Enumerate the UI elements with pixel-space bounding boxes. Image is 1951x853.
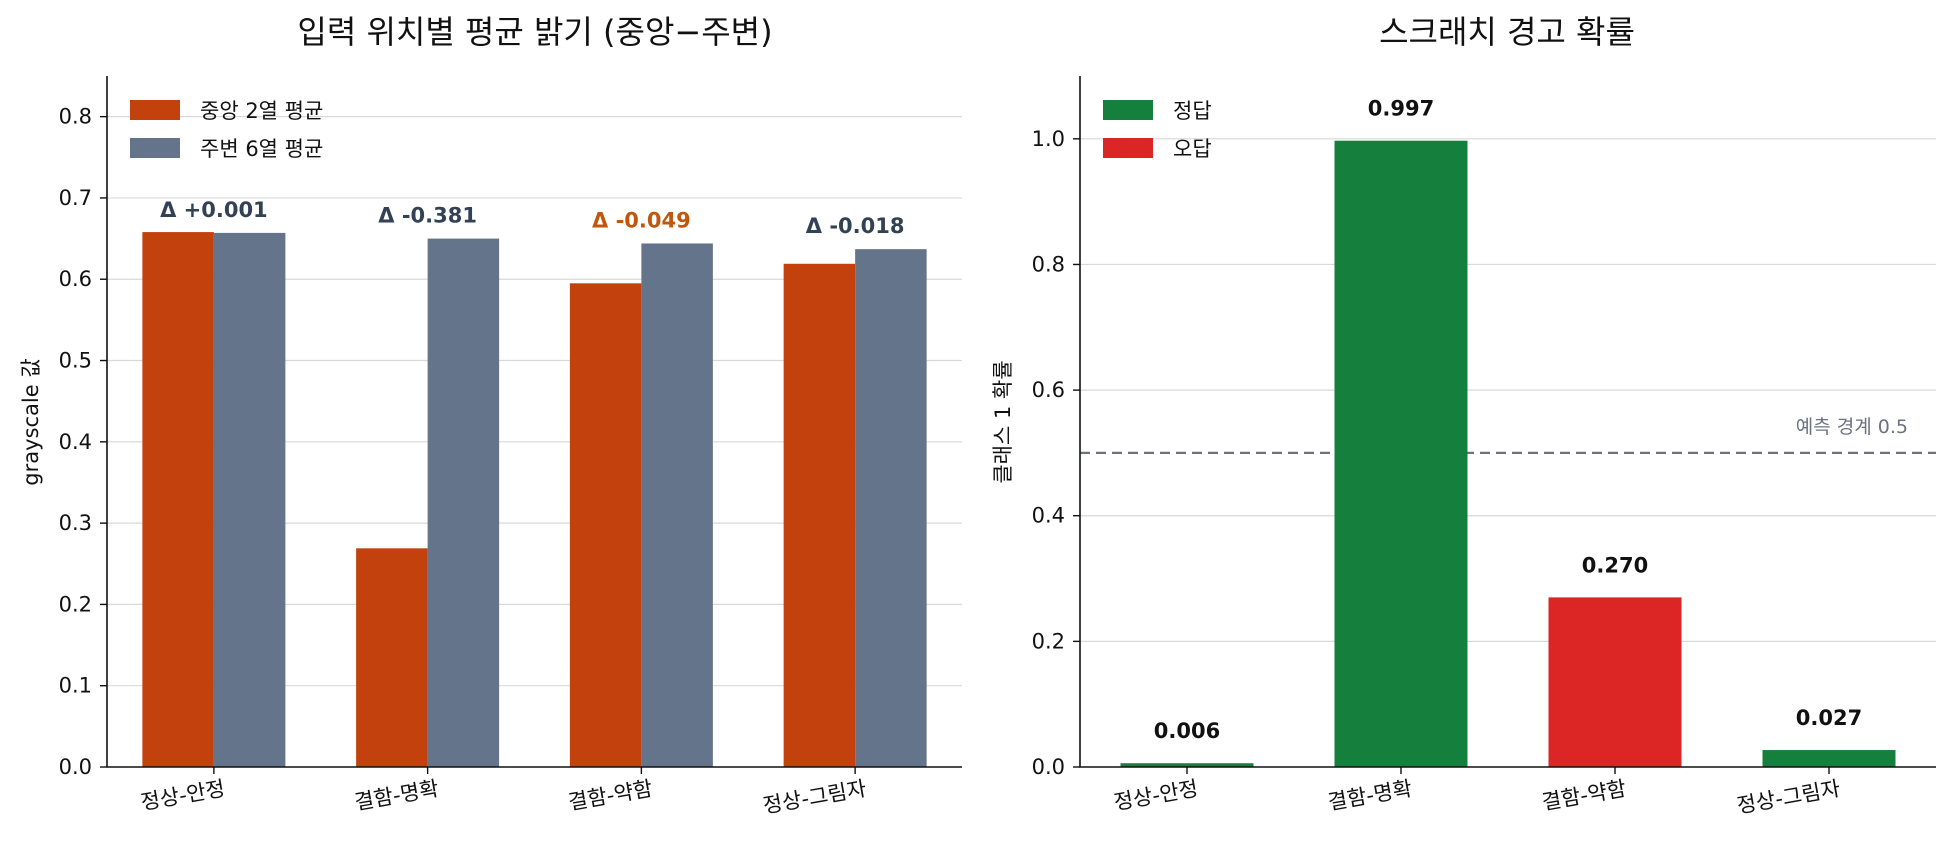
y-tick-label: 0.4 (1032, 504, 1065, 528)
scratch-value-labels: 0.006 0.997 0.270 0.027 (1154, 97, 1862, 744)
probability-value-label: 0.006 (1154, 719, 1220, 743)
x-tick-label: 결함-명확 (353, 776, 441, 814)
delta-label: Δ -0.381 (378, 204, 477, 228)
y-tick-label: 0.1 (59, 674, 92, 698)
brightness-legend: 중앙 2열 평균 주변 6열 평균 (130, 99, 323, 161)
bar-center (783, 263, 856, 767)
x-tick-label: 정상-안정 (1112, 776, 1200, 814)
scratch-gridlines (1080, 138, 1936, 642)
y-tick-label: 1.0 (1032, 127, 1065, 151)
brightness-chart: 입력 위치별 평균 밝기 (중앙−주변) Δ +0.001 Δ -0.381 Δ -… (19, 13, 962, 818)
scratch-probability-chart: 스크래치 경고 확률 예측 경계 0.5 0.006 0.997 0.270 0.02… (991, 13, 1936, 818)
x-tick-label: 정상-그림자 (1735, 776, 1842, 818)
scratch-x-ticks: 정상-안정 결함-명확 결함-약함 정상-그림자 (1112, 767, 1842, 818)
brightness-axes (106, 76, 962, 768)
legend-swatch-wrong (1103, 138, 1153, 158)
scratch-legend: 정답 오답 (1103, 99, 1212, 161)
probability-value-label: 0.270 (1582, 553, 1648, 577)
y-tick-label: 0.0 (1032, 755, 1065, 779)
x-tick-label: 결함-약함 (1540, 776, 1628, 814)
scratch-y-ticks: 0.0 0.2 0.4 0.6 0.8 1.0 (1032, 127, 1080, 779)
bar-center (569, 283, 642, 767)
brightness-chart-title: 입력 위치별 평균 밝기 (중앙−주변) (297, 13, 772, 51)
y-tick-label: 0.2 (59, 592, 92, 616)
x-tick-label: 정상-그림자 (761, 776, 868, 818)
bar-center (142, 232, 214, 767)
x-tick-label: 결함-명확 (1326, 776, 1414, 814)
probability-bar (1120, 763, 1254, 767)
probability-bar (1762, 750, 1896, 767)
bar-edge (641, 243, 713, 767)
delta-label: Δ -0.018 (806, 214, 905, 238)
delta-label: Δ +0.001 (160, 198, 268, 222)
probability-value-label: 0.997 (1368, 97, 1434, 121)
legend-swatch-center (130, 100, 180, 120)
legend-label-wrong: 오답 (1173, 137, 1212, 161)
y-tick-label: 0.5 (59, 349, 92, 373)
brightness-y-ticks: 0.0 0.1 0.2 0.3 0.4 0.5 0.6 0.7 0.8 (59, 105, 107, 779)
probability-value-label: 0.027 (1796, 706, 1862, 730)
y-tick-label: 0.4 (59, 430, 92, 454)
scratch-axes (1079, 76, 1936, 768)
y-tick-label: 0.2 (1032, 629, 1065, 653)
y-tick-label: 0.8 (59, 105, 92, 129)
y-tick-label: 0.7 (59, 186, 92, 210)
brightness-x-ticks: 정상-안정 결함-명확 결함-약함 정상-그림자 (139, 767, 868, 818)
scratch-y-axis-label: 클래스 1 확률 (991, 360, 1015, 483)
threshold-label: 예측 경계 0.5 (1796, 416, 1908, 438)
probability-bar (1334, 140, 1468, 767)
bar-edge (213, 232, 286, 767)
x-tick-label: 정상-안정 (139, 776, 227, 814)
bar-edge (855, 249, 927, 767)
threshold-line: 예측 경계 0.5 (1080, 416, 1936, 455)
y-tick-label: 0.0 (59, 755, 92, 779)
x-tick-label: 결함-약함 (567, 776, 655, 814)
legend-label-edge: 주변 6열 평균 (200, 137, 323, 161)
legend-swatch-correct (1103, 100, 1153, 120)
brightness-y-axis-label: grayscale 값 (19, 358, 43, 485)
y-tick-label: 0.6 (1032, 378, 1065, 402)
delta-label: Δ -0.049 (592, 208, 691, 232)
legend-label-center: 중앙 2열 평균 (200, 99, 323, 123)
legend-swatch-edge (130, 138, 180, 158)
bar-edge (427, 238, 500, 767)
brightness-delta-labels: Δ +0.001 Δ -0.381 Δ -0.049 Δ -0.018 (160, 198, 904, 238)
legend-label-correct: 정답 (1173, 99, 1212, 123)
probability-bar (1548, 597, 1682, 767)
y-tick-label: 0.6 (59, 267, 92, 291)
scratch-bars (1120, 140, 1896, 767)
y-tick-label: 0.8 (1032, 252, 1065, 276)
brightness-bars (142, 232, 927, 767)
scratch-chart-title: 스크래치 경고 확률 (1379, 13, 1635, 51)
y-tick-label: 0.3 (59, 511, 92, 535)
bar-center (356, 548, 428, 767)
